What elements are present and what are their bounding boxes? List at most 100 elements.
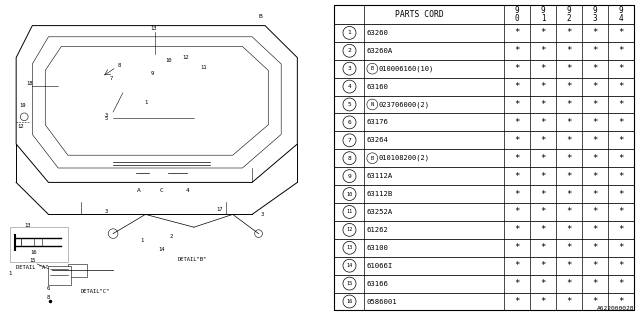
Bar	[335, 114, 634, 131]
Text: 1: 1	[8, 271, 12, 276]
Text: *: *	[540, 64, 546, 73]
Text: 11: 11	[346, 210, 353, 214]
Text: DETAIL "A": DETAIL "A"	[16, 265, 49, 270]
Text: 3: 3	[260, 212, 264, 217]
Text: 3: 3	[105, 209, 108, 214]
Text: *: *	[619, 189, 624, 198]
Text: *: *	[593, 82, 598, 91]
Text: 16: 16	[31, 250, 37, 255]
Circle shape	[343, 277, 356, 290]
Text: *: *	[540, 154, 546, 163]
Text: *: *	[515, 28, 520, 37]
Text: 13: 13	[24, 223, 31, 228]
Text: *: *	[540, 100, 546, 109]
Text: 63160: 63160	[366, 84, 388, 90]
Bar	[335, 239, 634, 257]
Text: *: *	[540, 118, 546, 127]
Bar	[335, 131, 634, 149]
Bar	[335, 257, 634, 275]
Text: *: *	[619, 243, 624, 252]
Text: *: *	[619, 225, 624, 234]
Text: 9
3: 9 3	[593, 6, 598, 23]
Text: 8: 8	[47, 295, 50, 300]
Text: 8: 8	[348, 156, 351, 161]
Text: *: *	[566, 100, 572, 109]
Text: B: B	[371, 156, 374, 161]
Text: *: *	[593, 118, 598, 127]
Text: *: *	[593, 243, 598, 252]
Bar	[335, 185, 634, 203]
Text: B: B	[371, 66, 374, 71]
Text: *: *	[566, 279, 572, 288]
Text: *: *	[515, 207, 520, 216]
Text: 2: 2	[170, 234, 173, 239]
Text: 63264: 63264	[366, 137, 388, 143]
Text: 4: 4	[186, 188, 189, 193]
Text: *: *	[515, 46, 520, 55]
Text: 9
1: 9 1	[541, 6, 545, 23]
Text: 5: 5	[348, 102, 351, 107]
Bar	[335, 42, 634, 60]
Text: *: *	[515, 64, 520, 73]
Bar	[10, 227, 68, 262]
Text: *: *	[593, 136, 598, 145]
Text: *: *	[619, 261, 624, 270]
Text: 13: 13	[346, 245, 353, 250]
Circle shape	[343, 134, 356, 147]
Text: 6: 6	[47, 285, 50, 291]
Text: C: C	[160, 188, 163, 193]
Text: N: N	[371, 102, 374, 107]
Text: 3: 3	[105, 113, 108, 118]
Bar	[335, 60, 634, 78]
Circle shape	[367, 153, 378, 164]
Text: 16: 16	[346, 299, 353, 304]
Text: *: *	[593, 225, 598, 234]
Text: 12: 12	[346, 227, 353, 232]
Text: PARTS CORD: PARTS CORD	[395, 10, 444, 19]
Text: *: *	[515, 100, 520, 109]
Text: *: *	[566, 154, 572, 163]
Circle shape	[343, 259, 356, 272]
Text: 15: 15	[29, 258, 36, 263]
Bar	[335, 292, 634, 310]
Text: *: *	[593, 100, 598, 109]
Text: 4: 4	[348, 84, 351, 89]
Text: 63252A: 63252A	[366, 209, 392, 215]
Text: *: *	[566, 243, 572, 252]
Text: *: *	[515, 225, 520, 234]
Text: *: *	[619, 64, 624, 73]
Text: *: *	[540, 243, 546, 252]
Text: 17: 17	[216, 207, 223, 212]
Bar	[335, 78, 634, 96]
Bar	[335, 275, 634, 292]
Text: *: *	[619, 207, 624, 216]
Bar	[49, 266, 71, 285]
Text: *: *	[540, 172, 546, 180]
Circle shape	[343, 26, 356, 39]
Text: *: *	[619, 136, 624, 145]
Text: *: *	[540, 297, 546, 306]
Text: 1: 1	[141, 237, 144, 243]
Text: *: *	[540, 279, 546, 288]
Bar	[335, 24, 634, 42]
Text: *: *	[593, 279, 598, 288]
Circle shape	[343, 98, 356, 111]
Text: *: *	[593, 172, 598, 180]
Text: *: *	[593, 154, 598, 163]
Text: *: *	[619, 154, 624, 163]
Text: 63100: 63100	[366, 245, 388, 251]
Text: *: *	[540, 261, 546, 270]
Text: 63112A: 63112A	[366, 173, 392, 179]
Circle shape	[343, 223, 356, 236]
Text: 1: 1	[348, 30, 351, 35]
Text: 15: 15	[346, 281, 353, 286]
Text: *: *	[593, 297, 598, 306]
Bar	[335, 149, 634, 167]
Text: 6: 6	[348, 120, 351, 125]
Text: 63112B: 63112B	[366, 191, 392, 197]
Text: *: *	[619, 279, 624, 288]
Text: 010108200(2): 010108200(2)	[379, 155, 430, 162]
Text: DETAIL"C": DETAIL"C"	[81, 289, 110, 294]
Text: *: *	[566, 189, 572, 198]
Text: 010006160(10): 010006160(10)	[379, 65, 434, 72]
